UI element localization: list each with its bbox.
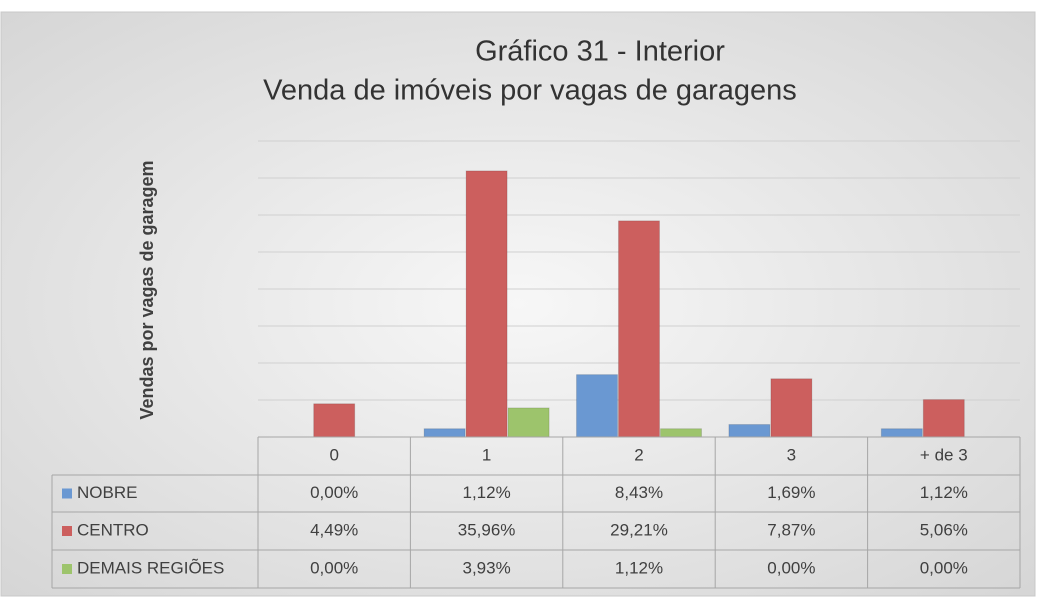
- bar: [728, 423, 771, 438]
- bar: [423, 428, 466, 438]
- bar: [880, 428, 923, 438]
- bar: [465, 170, 508, 438]
- table-value: 7,87%: [767, 520, 815, 539]
- x-tick-label: 0: [329, 445, 338, 464]
- table-value: 0,00%: [767, 558, 815, 577]
- bar: [313, 403, 356, 438]
- table-value: 1,12%: [615, 558, 663, 577]
- table-value: 3,93%: [462, 558, 510, 577]
- bar: [922, 399, 965, 438]
- bar: [770, 378, 813, 438]
- legend-swatch: [62, 526, 72, 536]
- table-value: 0,00%: [310, 483, 358, 502]
- table-value: 29,21%: [610, 520, 668, 539]
- table-value: 0,00%: [920, 558, 968, 577]
- chart-background: [0, 11, 1036, 597]
- table-value: 35,96%: [458, 520, 516, 539]
- x-tick-label: 2: [634, 445, 643, 464]
- bar: [507, 407, 550, 438]
- bar: [576, 374, 618, 438]
- table-value: 4,49%: [310, 520, 358, 539]
- chart-title: Gráfico 31 - Interior: [475, 36, 725, 68]
- table-value: 1,12%: [462, 483, 510, 502]
- y-axis-label: Vendas por vagas de garagem: [137, 160, 157, 419]
- bar: [618, 220, 660, 438]
- table-value: 5,06%: [920, 520, 968, 539]
- legend-label: CENTRO: [77, 520, 149, 539]
- chart-subtitle: Venda de imóveis por vagas de garagens: [263, 75, 797, 107]
- legend-label: DEMAIS REGIÕES: [77, 558, 224, 577]
- x-tick-label: 3: [787, 445, 796, 464]
- legend-swatch: [62, 564, 72, 574]
- x-tick-label: 1: [482, 445, 491, 464]
- bar: [660, 428, 702, 438]
- table-value: 1,12%: [920, 483, 968, 502]
- table-value: 8,43%: [615, 483, 663, 502]
- table-value: 1,69%: [767, 483, 815, 502]
- table-value: 0,00%: [310, 558, 358, 577]
- legend-label: NOBRE: [77, 483, 137, 502]
- legend-swatch: [62, 488, 72, 499]
- x-tick-label: + de 3: [920, 445, 968, 464]
